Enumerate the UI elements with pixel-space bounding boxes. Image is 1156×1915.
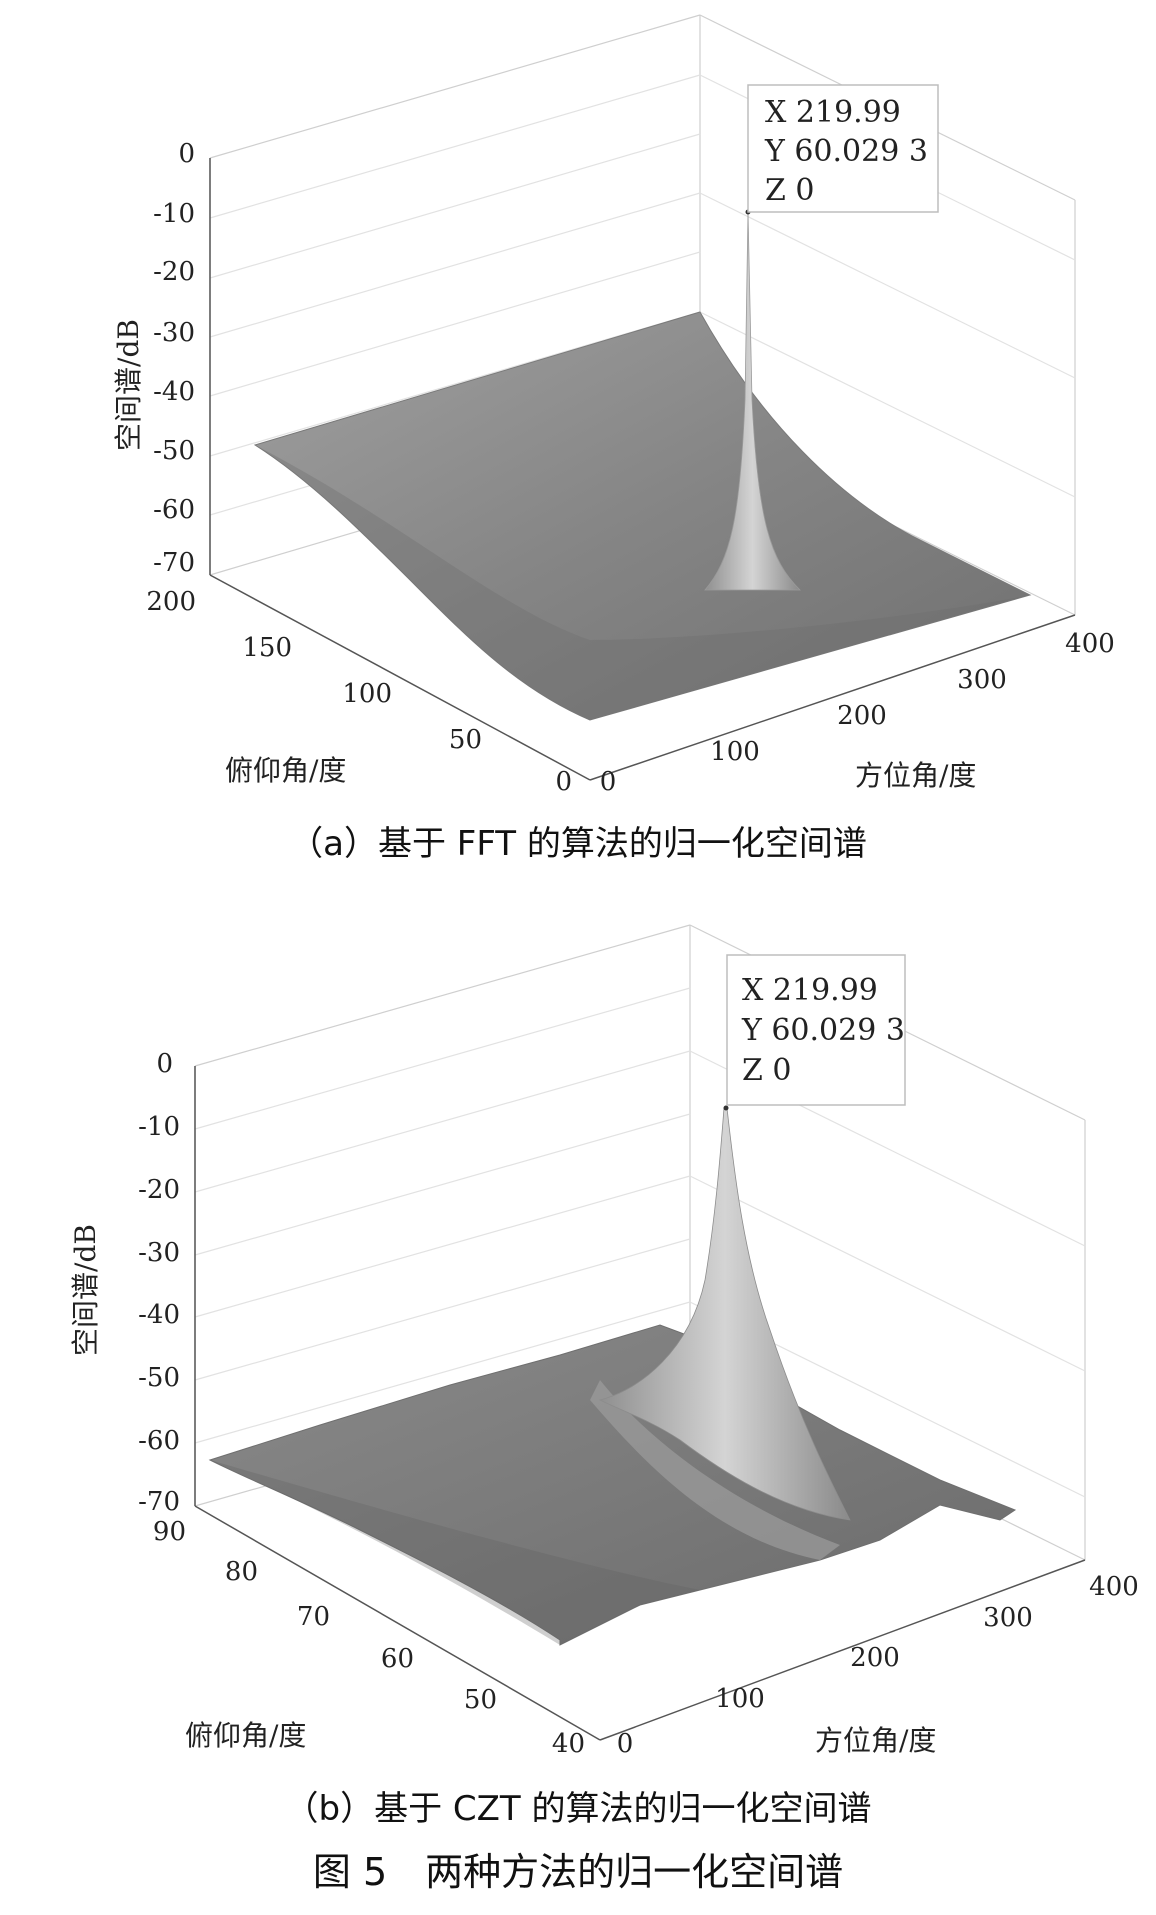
- panel-b-axes: [194, 1066, 1086, 1741]
- y-tick: 90: [153, 1517, 186, 1547]
- y-tick: 50: [449, 725, 482, 755]
- y-tick: 50: [464, 1685, 497, 1715]
- panel-a-z-ticks: 0 -10 -20 -30 -40 -50 -60 -70: [153, 139, 195, 578]
- z-tick: -70: [153, 548, 195, 578]
- panel-a-datatip-z: Z 0: [765, 173, 814, 208]
- panel-a-axes: [209, 158, 1076, 781]
- x-tick: 100: [710, 737, 760, 767]
- z-tick: -20: [138, 1175, 180, 1205]
- panel-b-datatip: X 219.99 Y 60.029 3 Z 0: [726, 954, 906, 1106]
- z-tick: -50: [138, 1363, 180, 1393]
- z-tick: 0: [178, 139, 195, 169]
- panel-b-peak-marker: [723, 1105, 729, 1111]
- panel-a-z-label: 空间谱/dB: [112, 319, 145, 451]
- z-tick: -60: [138, 1426, 180, 1456]
- x-tick: 300: [957, 665, 1007, 695]
- panel-b: X 219.99 Y 60.029 3 Z 0 0 -10 -20 -30 -4…: [69, 924, 1139, 1829]
- z-tick: -20: [153, 257, 195, 287]
- panel-b-gridbox: [194, 924, 1086, 1561]
- panel-a-surface-shade: [255, 445, 1030, 720]
- x-tick: 200: [850, 1643, 900, 1673]
- y-tick: 200: [146, 587, 196, 617]
- panel-b-datatip-x: X 219.99: [742, 973, 878, 1008]
- x-tick: 0: [600, 767, 617, 797]
- y-tick: 150: [242, 633, 292, 663]
- x-tick: 100: [715, 1684, 765, 1714]
- panel-b-datatip-box: [726, 954, 906, 1106]
- panel-b-x-label: 方位角/度: [815, 1724, 936, 1757]
- panel-b-y-label: 俯仰角/度: [185, 1719, 306, 1752]
- y-tick: 40: [552, 1729, 585, 1759]
- x-tick: 200: [837, 701, 887, 731]
- panel-a-datatip: X 219.99 Y 60.029 3 Z 0: [747, 84, 939, 213]
- z-tick: 0: [156, 1049, 173, 1079]
- x-tick: 400: [1089, 1572, 1139, 1602]
- panel-a-datatip-y: Y 60.029 3: [764, 134, 928, 169]
- z-tick: -40: [138, 1300, 180, 1330]
- x-tick: 300: [983, 1603, 1033, 1633]
- panel-a-surface: [253, 311, 1032, 721]
- x-tick: 0: [617, 1729, 634, 1759]
- panel-a: X 219.99 Y 60.029 3 Z 0 0 -10 -20 -30 -4…: [112, 14, 1115, 864]
- z-tick: -70: [138, 1487, 180, 1517]
- panel-a-y-label: 俯仰角/度: [225, 754, 346, 787]
- x-tick: 400: [1065, 629, 1115, 659]
- y-tick: 80: [225, 1557, 258, 1587]
- panel-b-y-ticks: 90 80 70 60 50 40: [153, 1517, 585, 1759]
- panel-b-datatip-z: Z 0: [742, 1053, 791, 1088]
- panel-b-x-ticks: 0 100 200 300 400: [617, 1572, 1139, 1759]
- panel-a-peak: [704, 211, 801, 591]
- z-tick: -10: [153, 199, 195, 229]
- panel-b-peak: [598, 1107, 851, 1521]
- panel-b-z-label: 空间谱/dB: [69, 1224, 102, 1356]
- figure-title: 图 5 两种方法的归一化空间谱: [313, 1850, 843, 1894]
- panel-a-caption: （a）基于 FFT 的算法的归一化空间谱: [289, 824, 867, 864]
- y-tick: 0: [555, 767, 572, 797]
- y-tick: 100: [342, 679, 392, 709]
- z-tick: -50: [153, 436, 195, 466]
- panel-b-datatip-y: Y 60.029 3: [741, 1013, 905, 1048]
- panel-a-datatip-box: [747, 84, 939, 213]
- y-tick: 60: [381, 1644, 414, 1674]
- panel-a-datatip-x: X 219.99: [765, 95, 901, 130]
- panel-b-caption: （b）基于 CZT 的算法的归一化空间谱: [285, 1789, 872, 1829]
- panel-a-y-ticks: 200 150 100 50 0: [146, 587, 572, 797]
- panel-b-z-ticks: 0 -10 -20 -30 -40 -50 -60 -70: [138, 1049, 180, 1517]
- z-tick: -40: [153, 377, 195, 407]
- panel-b-surface: [208, 1324, 1017, 1646]
- panel-a-x-ticks: 0 100 200 300 400: [600, 629, 1115, 797]
- y-tick: 70: [297, 1602, 330, 1632]
- panel-a-x-label: 方位角/度: [855, 759, 976, 792]
- z-tick: -30: [138, 1238, 180, 1268]
- panel-b-surface-shade: [210, 1460, 700, 1645]
- z-tick: -10: [138, 1112, 180, 1142]
- z-tick: -30: [153, 318, 195, 348]
- z-tick: -60: [153, 495, 195, 525]
